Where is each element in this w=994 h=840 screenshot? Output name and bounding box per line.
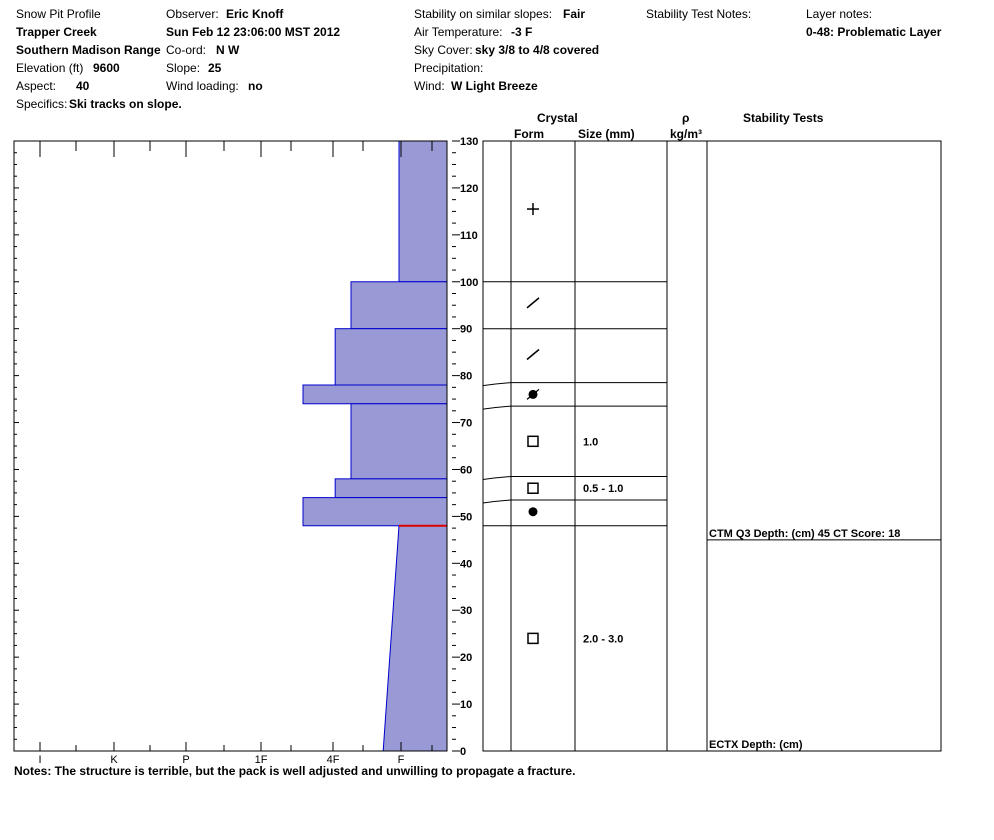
- hardness-bar-0: [398, 140, 448, 283]
- air-temp-value: -3 F: [511, 25, 533, 39]
- stability-tests-header: Stability Tests: [743, 111, 824, 125]
- wind-value: W Light Breeze: [451, 79, 538, 93]
- wind-loading-value: no: [248, 79, 263, 93]
- hardness-label-1F: 1F: [255, 754, 268, 766]
- aspect-label: Aspect:: [16, 79, 57, 93]
- depth-label-50: 50: [460, 511, 472, 523]
- square: [527, 632, 539, 645]
- stability-label: Stability on similar slopes:: [414, 7, 553, 21]
- depth-label-130: 130: [460, 136, 478, 148]
- dot: [528, 507, 538, 517]
- slope-label: Slope:: [166, 61, 201, 75]
- observer-value: Eric Knoff: [226, 7, 284, 21]
- hardness-bar-3: [302, 384, 448, 405]
- observation-datetime: Sun Feb 12 23:06:00 MST 2012: [166, 25, 341, 39]
- coord-value: N W: [216, 43, 240, 57]
- rounded-faceted-icon: [526, 388, 540, 400]
- specifics-value: Ski tracks on slope.: [69, 97, 182, 111]
- crystal-size-5: 0.5 - 1.0: [583, 483, 623, 495]
- elevation-label: Elevation (ft): [16, 61, 84, 75]
- depth-label-80: 80: [460, 371, 472, 383]
- layer-note-value: 0-48: Problematic Layer: [806, 25, 942, 39]
- aspect-value: 40: [76, 79, 90, 93]
- faceted-icon: [527, 435, 539, 448]
- depth-label-40: 40: [460, 558, 472, 570]
- faceted-icon: [527, 482, 539, 494]
- wind-loading-label: Wind loading:: [166, 79, 239, 93]
- elevation-value: 9600: [93, 61, 120, 75]
- precip-label: Precipitation:: [414, 61, 484, 75]
- layer-boundary-curve-3: [482, 405, 512, 410]
- coord-label: Co-ord:: [166, 43, 207, 57]
- specifics-label: Specifics:: [16, 97, 68, 111]
- size-header: Size (mm): [578, 127, 635, 141]
- decomposing-fragments-icon: [526, 297, 540, 309]
- profile-title: Snow Pit Profile: [16, 7, 101, 21]
- square: [527, 482, 539, 494]
- precipitation-particles-icon: [527, 203, 539, 216]
- hardness-bar-4: [350, 403, 448, 480]
- air-temp-label: Air Temperature:: [414, 25, 503, 39]
- depth-label-30: 30: [460, 605, 472, 617]
- hardness-layers: [302, 140, 448, 752]
- stability-notes-label: Stability Test Notes:: [646, 7, 752, 21]
- hardness-bar-1: [350, 281, 448, 330]
- faceted-icon: [527, 632, 539, 645]
- snow-profile-chart: I K P 1F 4F F 0 10 20 30 40 50 60 70 80 90 100 110 120 130…: [13, 136, 942, 766]
- hardness-bar-2: [334, 328, 448, 386]
- crystal-header: Crystal: [537, 111, 578, 125]
- sky-label: Sky Cover:: [414, 43, 473, 57]
- hardness-bar-5: [334, 478, 448, 499]
- depth-label-100: 100: [460, 277, 478, 289]
- slash: [526, 297, 540, 309]
- depth-label-90: 90: [460, 324, 472, 336]
- hardness-label-P: P: [182, 754, 189, 766]
- pit-notes: Notes: The structure is terrible, but th…: [14, 764, 576, 778]
- slash: [526, 388, 540, 400]
- depth-label-120: 120: [460, 183, 478, 195]
- density-unit: kg/m³: [670, 127, 703, 141]
- slash: [526, 348, 540, 361]
- stability-test-label-0: CTM Q3 Depth: (cm) 45 CT Score: 18: [709, 528, 900, 540]
- form-header: Form: [514, 127, 544, 141]
- hardness-label-F: F: [398, 754, 405, 766]
- depth-label-0: 0: [460, 746, 466, 758]
- wind-label: Wind:: [414, 79, 445, 93]
- hardness-label-K: K: [110, 754, 118, 766]
- crystal-symbols: 1.0 0.5 - 1.0 2.0 - 3.0: [526, 203, 623, 645]
- location-name: Trapper Creek: [16, 25, 97, 39]
- depth-label-60: 60: [460, 464, 472, 476]
- stability-tests: CTM Q3 Depth: (cm) 45 CT Score: 18 ECTX D…: [707, 528, 941, 751]
- depth-label-70: 70: [460, 418, 472, 430]
- layer-notes-label: Layer notes:: [806, 7, 873, 21]
- range-name: Southern Madison Range: [16, 43, 161, 57]
- hardness-bar-6: [302, 497, 448, 527]
- depth-label-20: 20: [460, 652, 472, 664]
- stability-test-label-1: ECTX Depth: (cm): [709, 739, 803, 751]
- depth-label-10: 10: [460, 699, 472, 711]
- crystal-size-7: 2.0 - 3.0: [583, 633, 623, 645]
- layer-boundary-curve-5: [482, 499, 512, 504]
- depth-axis: 0 10 20 30 40 50 60 70 80 90 100 110 120 130: [14, 136, 478, 758]
- crystal-size-4: 1.0: [583, 436, 598, 448]
- rounded-icon: [528, 507, 538, 517]
- layer-boundary-curve-2: [482, 382, 512, 387]
- hardness-label-4F: 4F: [327, 754, 340, 766]
- hardness-label-I: I: [38, 754, 41, 766]
- layer-boundaries: [482, 281, 667, 527]
- decomposing-fragments-icon: [526, 348, 540, 361]
- stability-value: Fair: [563, 7, 586, 21]
- layer-boundary-curve-4: [482, 476, 512, 480]
- depth-label-110: 110: [460, 230, 478, 242]
- square: [527, 435, 539, 448]
- slope-value: 25: [208, 61, 222, 75]
- hardness-bar-7: [382, 525, 448, 752]
- density-symbol: ρ: [682, 111, 690, 125]
- layers-frame: [482, 140, 942, 752]
- sky-value: sky 3/8 to 4/8 covered: [475, 43, 600, 57]
- observer-label: Observer:: [166, 7, 219, 21]
